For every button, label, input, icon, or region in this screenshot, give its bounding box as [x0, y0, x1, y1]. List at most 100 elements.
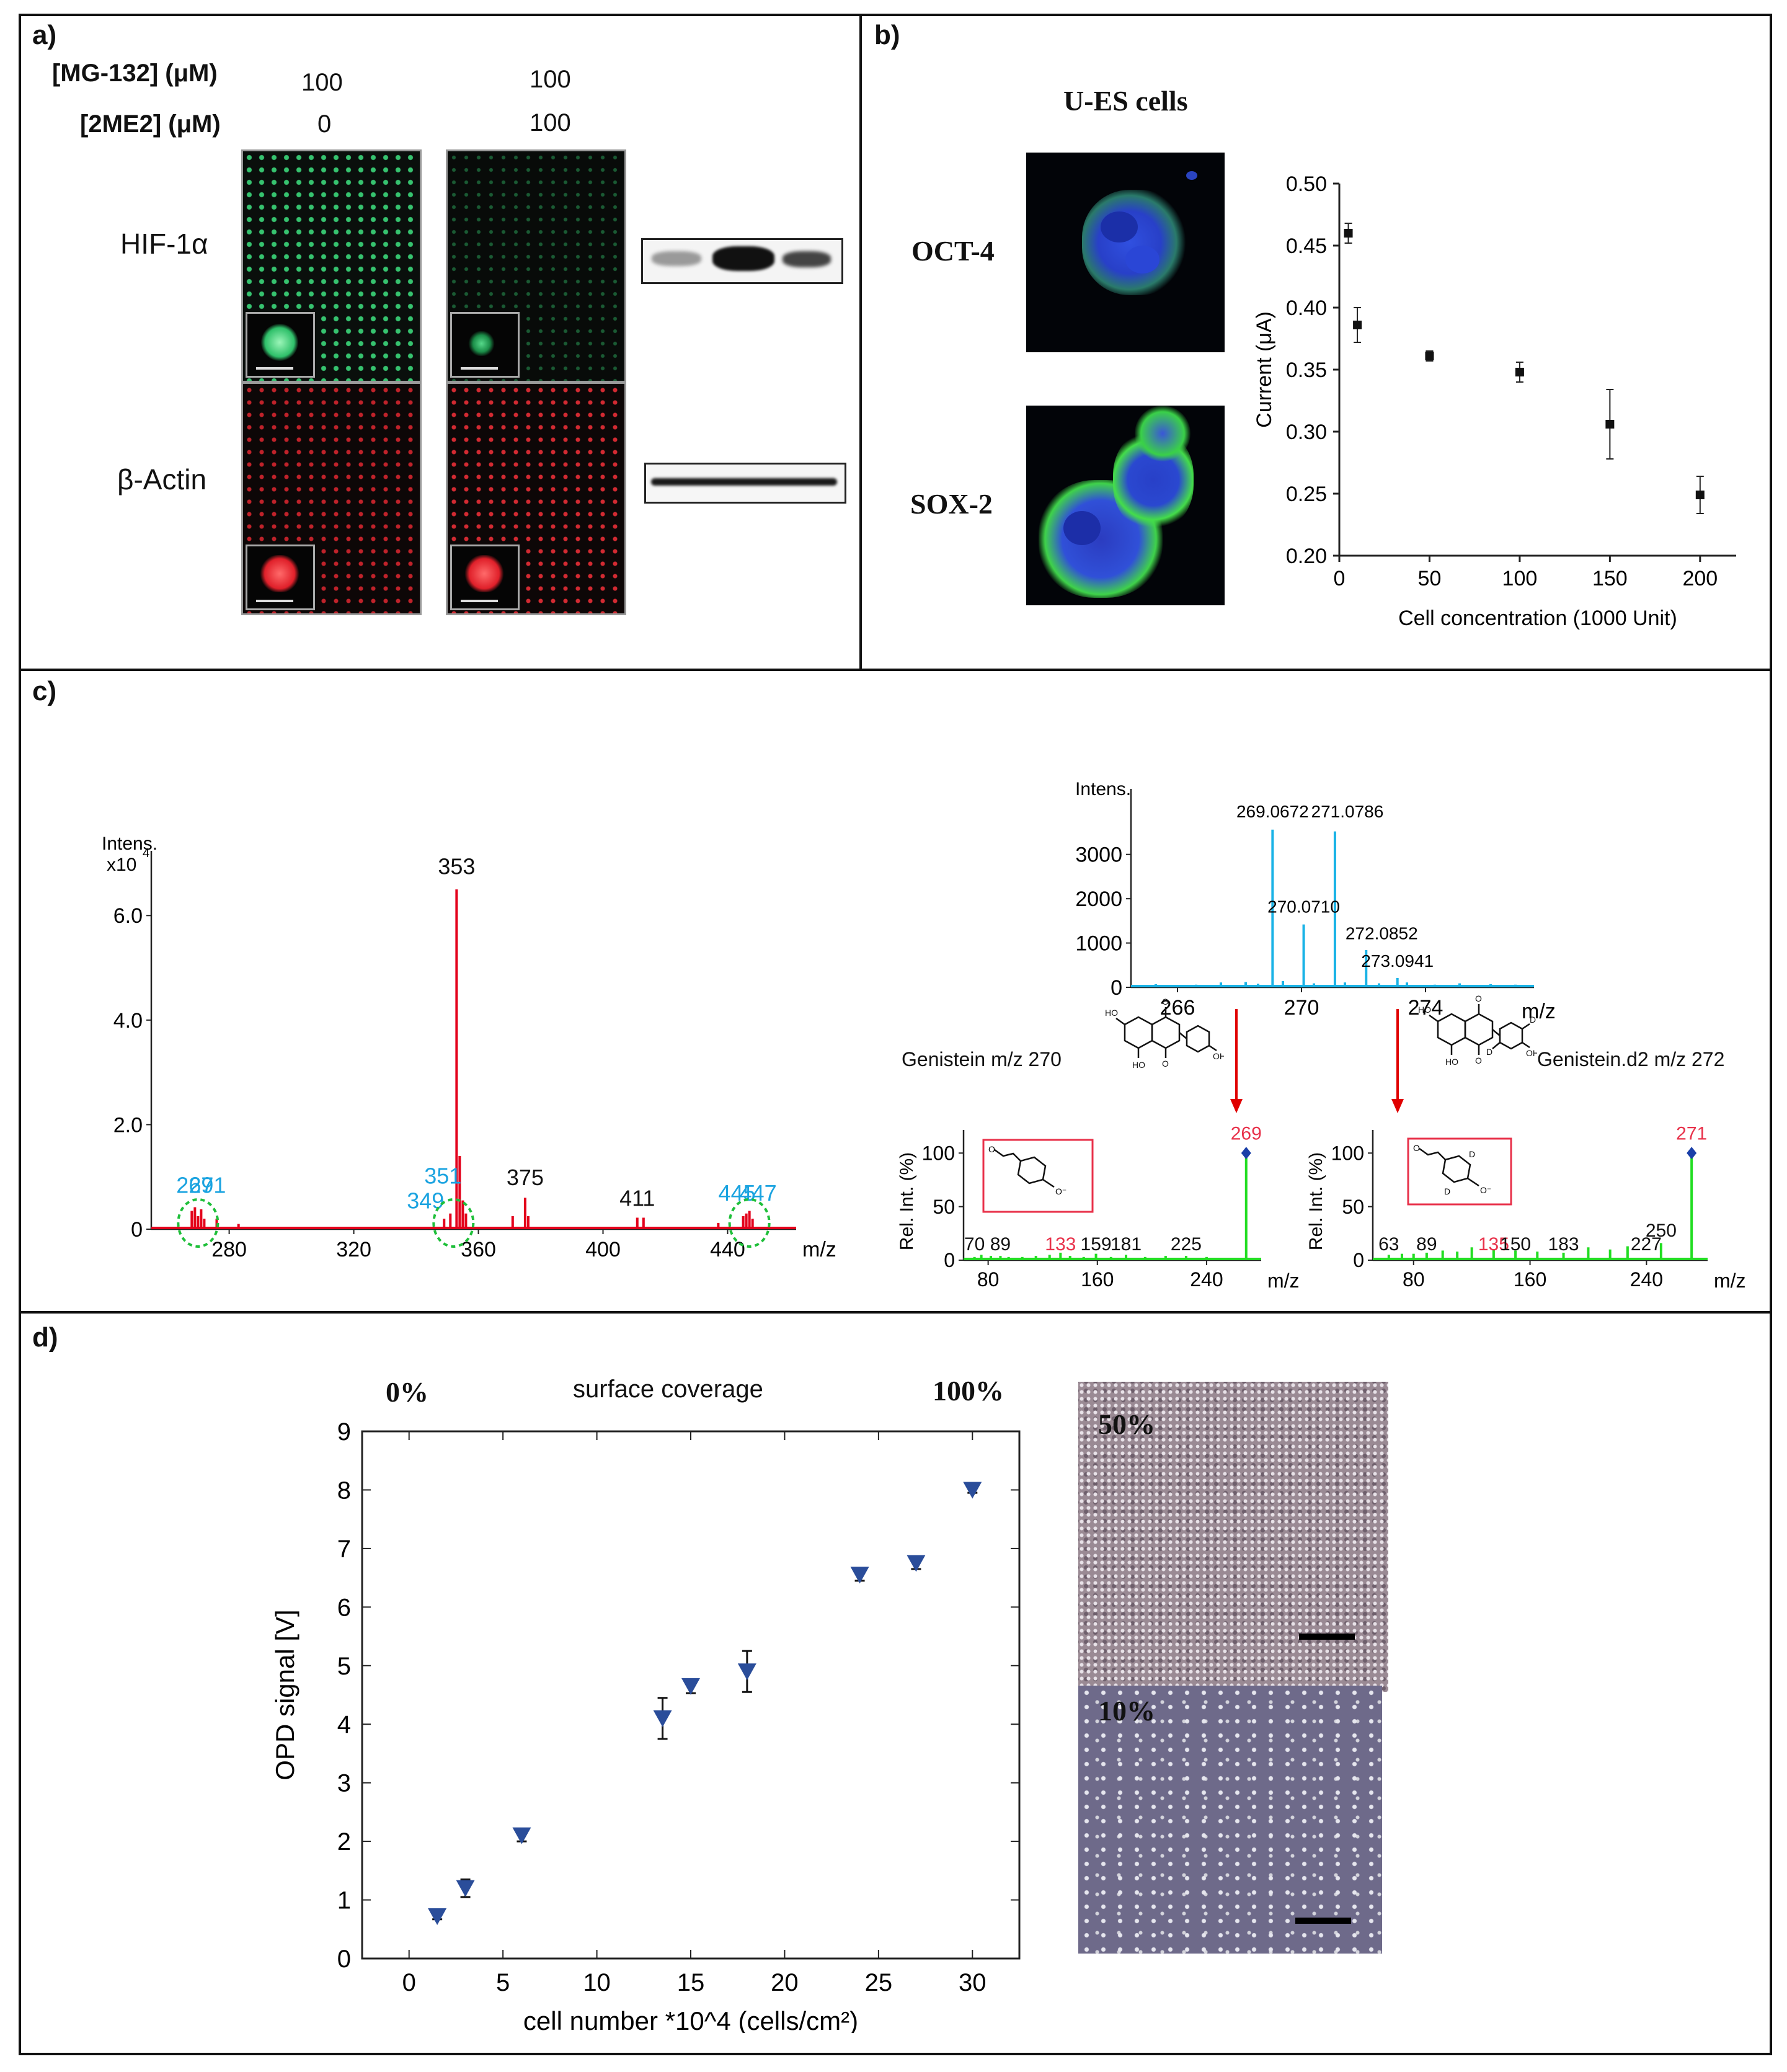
y-tick-label: 6: [337, 1594, 351, 1621]
data-point: [737, 1663, 756, 1681]
inset-cell-red-2: [450, 545, 520, 610]
y-axis-label: Rel. Int. (%): [1306, 1152, 1326, 1250]
label-50-percent: 50%: [1098, 1408, 1155, 1440]
peak-label: 181: [1111, 1234, 1142, 1255]
svg-text:O: O: [1162, 1059, 1169, 1069]
inset-cell-green-dim: [450, 312, 520, 378]
data-point: [428, 1908, 447, 1925]
x-tick-label: 80: [977, 1268, 1000, 1291]
peak-label: 353: [438, 853, 475, 879]
panel-d-label: d): [32, 1322, 58, 1353]
x-tick-label: 240: [1190, 1268, 1223, 1291]
panel-a: a) [MG-132] (μM) 100 100 [2ME2] (μM) 0 1…: [19, 14, 862, 671]
precursor-marker: [1241, 1147, 1251, 1160]
oct4-fluorescence-image: [1026, 153, 1225, 352]
x-axis-unit: m/z: [1267, 1269, 1298, 1292]
x-axis-label: Cell concentration (1000 Unit): [1398, 607, 1677, 630]
x-tick-label: 200: [1682, 567, 1718, 590]
svg-text:OH: OH: [1213, 1051, 1224, 1061]
peak-label: 63: [1378, 1234, 1399, 1255]
svg-text:O⁻: O⁻: [1055, 1186, 1066, 1196]
svg-text:D: D: [1486, 1047, 1492, 1057]
y-tick-label: 0: [337, 1945, 351, 1973]
data-point: [907, 1555, 926, 1572]
genistein-d2-label: Genistein.d2 m/z 272: [1537, 1048, 1725, 1070]
y-tick-label: 0.45: [1286, 234, 1327, 258]
svg-text:D: D: [1530, 1015, 1536, 1025]
x-tick-label: 274: [1408, 996, 1443, 1020]
x-tick-label: 100: [1502, 567, 1538, 590]
panel-b-title: U-ES cells: [1063, 85, 1188, 117]
coverage-title: surface coverage: [573, 1376, 763, 1403]
y-tick-label: 100: [1331, 1142, 1364, 1164]
y-tick-label: 0.40: [1286, 296, 1327, 320]
treatment-value: 0: [317, 110, 332, 138]
y-tick-label: 0.35: [1286, 358, 1327, 382]
peak-label: 89: [990, 1234, 1011, 1255]
x-tick-label: 0: [1334, 567, 1346, 590]
peak-label: 225: [1171, 1234, 1202, 1255]
x-tick-label: 320: [336, 1238, 371, 1261]
data-point: [681, 1678, 700, 1695]
y-tick-label: 0: [131, 1218, 143, 1242]
peak-label: 159: [1081, 1234, 1112, 1255]
western-blot-hif1a: [641, 238, 843, 284]
x-axis-label: cell number *10^4 (cells/cm²): [523, 2006, 858, 2033]
peak-label: 411: [619, 1186, 655, 1211]
peak-label: 349: [407, 1188, 444, 1214]
arrow-down-icon: [1391, 1009, 1404, 1113]
panel-a-label: a): [32, 20, 57, 50]
svg-text:HO: HO: [1418, 1005, 1431, 1015]
y-tick-label: 6.0: [113, 904, 143, 928]
peak-label: 269: [1231, 1123, 1262, 1144]
y-tick-label: 2000: [1075, 887, 1122, 911]
peak-label: 70: [964, 1234, 985, 1255]
y-tick-label: 0.20: [1286, 545, 1327, 568]
y-tick-label: 2: [337, 1828, 351, 1856]
peak-label: 273.0941: [1361, 951, 1434, 971]
peak-label: 270.0710: [1267, 897, 1340, 917]
data-point: [1353, 321, 1362, 329]
genistein-d2-structure-icon: HO O O HO D D OH: [1418, 994, 1537, 1067]
coverage-0-label: 0%: [386, 1376, 428, 1408]
y-tick-label: 50: [1342, 1196, 1364, 1218]
scale-bar: [1299, 1634, 1355, 1640]
y-tick-label: 50: [933, 1196, 955, 1218]
msms-spectrum-genistein-d2: 0 50 100 80 160 240 Rel. Int. (%) m/z 63 89 135150…: [1306, 1123, 1746, 1292]
x-axis-unit: m/z: [1714, 1269, 1746, 1292]
svg-text:O⁻: O⁻: [1480, 1185, 1491, 1195]
data-point: [653, 1710, 672, 1727]
y-tick-label: 2.0: [113, 1113, 143, 1137]
peak-label: 250: [1646, 1221, 1677, 1241]
y-tick-label: 7: [337, 1536, 351, 1563]
opd-signal-chart: 0 1 2 3 4 5 6 7 8 9 0 5 10 15 20 25 30 cell number *10^4 …: [270, 1418, 1021, 2033]
row-label-sox2: SOX-2: [910, 488, 993, 520]
x-tick-label: 10: [583, 1969, 611, 1996]
y-tick-label: 4.0: [113, 1009, 143, 1033]
svg-text:O: O: [1162, 997, 1169, 1007]
svg-text:D: D: [1469, 1149, 1475, 1159]
x-tick-label: 50: [1418, 567, 1442, 590]
y-tick-label: 4: [337, 1711, 351, 1738]
sox2-fluorescence-image: [1026, 406, 1225, 605]
y-tick-label: 0.25: [1286, 482, 1327, 506]
peak-label: 133: [1045, 1234, 1076, 1255]
x-tick-label: 5: [496, 1969, 510, 1996]
peak-label: 271: [188, 1172, 226, 1198]
x-tick-label: 400: [585, 1238, 621, 1261]
x-tick-label: 240: [1630, 1268, 1663, 1291]
peak-label: 271: [1676, 1123, 1707, 1144]
x-tick-label: 20: [771, 1969, 799, 1996]
peak-label: 89: [1416, 1234, 1437, 1255]
svg-text:HO: HO: [1445, 1057, 1458, 1067]
highlight-circle: [432, 1198, 475, 1248]
data-point: [1515, 368, 1524, 376]
peak-label: 272.0852: [1346, 924, 1418, 943]
y-axis-exponent-power: 4: [143, 847, 149, 860]
data-point: [1344, 229, 1353, 238]
fragment-structure-box: O O⁻: [982, 1139, 1094, 1213]
y-tick-label: 0: [944, 1249, 955, 1271]
x-axis-unit: m/z: [802, 1238, 836, 1261]
peak-label: 269: [176, 1172, 213, 1198]
highlight-circle: [728, 1198, 771, 1248]
